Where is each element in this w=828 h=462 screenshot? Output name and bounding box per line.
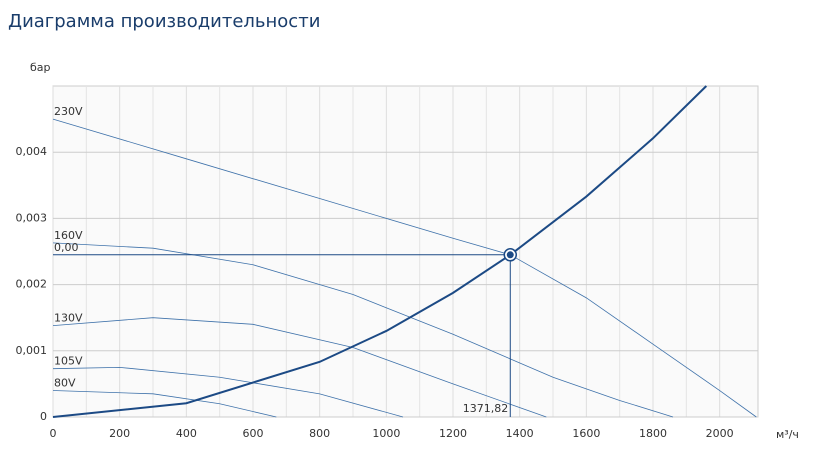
x-tick-label: 1400	[506, 427, 534, 440]
x-tick-label: 1800	[639, 427, 667, 440]
x-tick-label: 800	[309, 427, 330, 440]
x-axis-label: м³/ч	[776, 428, 799, 441]
x-tick-label: 1200	[439, 427, 467, 440]
x-tick-label: 1600	[572, 427, 600, 440]
series-line	[52, 390, 277, 418]
series-line	[52, 242, 674, 418]
x-tick-label: 1000	[372, 427, 400, 440]
x-tick-label: 600	[243, 427, 264, 440]
plot-area	[52, 85, 759, 418]
x-tick-label: 2000	[706, 427, 734, 440]
series-label: 105V	[54, 355, 83, 368]
y-tick-label: 0,001	[16, 344, 48, 357]
series-line	[52, 317, 547, 418]
x-tick-label: 200	[109, 427, 130, 440]
y-axis-label: бар	[30, 61, 51, 74]
x-tick-label: 400	[176, 427, 197, 440]
series-label: 160V	[54, 229, 83, 242]
series-label: 130V	[54, 312, 83, 325]
operating-x-label: 1371,82	[463, 402, 509, 415]
chart-title: Диаграмма производительности	[8, 11, 320, 32]
y-tick-label: 0	[40, 410, 47, 423]
series-label: 230V	[54, 105, 83, 118]
operating-y-label: 0,00	[54, 241, 79, 254]
y-tick-label: 0,003	[16, 211, 48, 224]
series-line	[52, 366, 404, 418]
y-tick-label: 0,002	[16, 278, 48, 291]
y-tick-label: 0,004	[16, 145, 48, 158]
series-label: 80V	[54, 377, 76, 390]
operating-point	[506, 251, 514, 259]
series-line	[52, 85, 708, 418]
x-tick-label: 0	[50, 427, 57, 440]
